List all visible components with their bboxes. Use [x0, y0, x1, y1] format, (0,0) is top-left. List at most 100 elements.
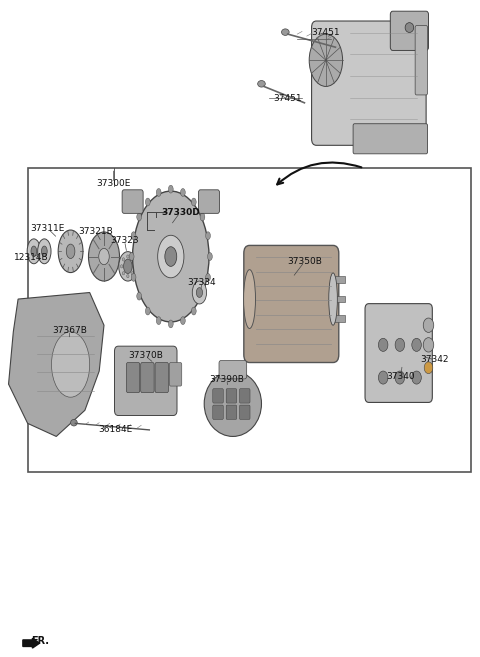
- Ellipse shape: [204, 371, 262, 436]
- Ellipse shape: [205, 273, 210, 281]
- Ellipse shape: [99, 248, 109, 265]
- Ellipse shape: [27, 239, 40, 263]
- FancyBboxPatch shape: [115, 346, 177, 415]
- Ellipse shape: [180, 189, 185, 196]
- Text: 12314B: 12314B: [13, 254, 48, 262]
- Ellipse shape: [309, 34, 343, 87]
- Text: 37370B: 37370B: [128, 351, 163, 361]
- Ellipse shape: [145, 307, 150, 315]
- FancyBboxPatch shape: [155, 363, 168, 393]
- FancyBboxPatch shape: [219, 361, 247, 379]
- Text: 37350B: 37350B: [287, 258, 322, 266]
- Ellipse shape: [137, 292, 142, 300]
- Ellipse shape: [165, 247, 177, 266]
- Ellipse shape: [423, 338, 434, 352]
- Text: 37300E: 37300E: [96, 179, 131, 188]
- FancyBboxPatch shape: [353, 124, 428, 154]
- Ellipse shape: [156, 317, 161, 325]
- Ellipse shape: [329, 273, 337, 325]
- Text: 37390B: 37390B: [209, 375, 244, 384]
- Ellipse shape: [119, 252, 137, 281]
- Text: 36184E: 36184E: [98, 425, 132, 434]
- Ellipse shape: [132, 191, 209, 322]
- Ellipse shape: [395, 338, 405, 351]
- FancyBboxPatch shape: [415, 26, 428, 95]
- Ellipse shape: [168, 320, 173, 328]
- FancyBboxPatch shape: [213, 405, 223, 419]
- Ellipse shape: [156, 189, 161, 196]
- FancyBboxPatch shape: [312, 21, 426, 145]
- Ellipse shape: [192, 307, 196, 315]
- Ellipse shape: [131, 232, 136, 240]
- Ellipse shape: [123, 259, 132, 273]
- Ellipse shape: [196, 288, 203, 298]
- Ellipse shape: [207, 252, 212, 260]
- Ellipse shape: [66, 244, 75, 258]
- FancyBboxPatch shape: [332, 296, 346, 302]
- FancyBboxPatch shape: [126, 363, 140, 393]
- Ellipse shape: [88, 232, 120, 281]
- Ellipse shape: [122, 271, 125, 275]
- Ellipse shape: [205, 232, 210, 240]
- Ellipse shape: [51, 332, 90, 397]
- Ellipse shape: [192, 281, 206, 304]
- Ellipse shape: [157, 235, 184, 278]
- FancyBboxPatch shape: [332, 276, 346, 283]
- Ellipse shape: [131, 258, 133, 261]
- Text: 37340: 37340: [386, 372, 415, 381]
- Text: 37342: 37342: [420, 355, 449, 365]
- FancyBboxPatch shape: [390, 11, 429, 51]
- Ellipse shape: [127, 275, 129, 278]
- FancyArrow shape: [23, 638, 39, 648]
- Ellipse shape: [412, 338, 421, 351]
- FancyBboxPatch shape: [141, 363, 154, 393]
- FancyBboxPatch shape: [332, 315, 346, 322]
- Ellipse shape: [129, 252, 134, 260]
- Ellipse shape: [37, 239, 51, 263]
- Text: FR.: FR.: [31, 636, 49, 646]
- FancyBboxPatch shape: [213, 389, 223, 403]
- FancyBboxPatch shape: [240, 389, 250, 403]
- Ellipse shape: [412, 371, 421, 384]
- Ellipse shape: [281, 29, 289, 35]
- FancyBboxPatch shape: [226, 389, 237, 403]
- Ellipse shape: [58, 230, 83, 273]
- Ellipse shape: [200, 213, 205, 221]
- FancyBboxPatch shape: [199, 190, 219, 214]
- FancyBboxPatch shape: [240, 405, 250, 419]
- Ellipse shape: [258, 81, 265, 87]
- Ellipse shape: [180, 317, 185, 325]
- Text: 37323: 37323: [110, 237, 139, 245]
- Ellipse shape: [31, 246, 36, 256]
- Text: 37334: 37334: [188, 277, 216, 286]
- Ellipse shape: [131, 273, 136, 281]
- Ellipse shape: [378, 338, 388, 351]
- Ellipse shape: [71, 419, 77, 426]
- Ellipse shape: [423, 318, 434, 332]
- Text: 37321B: 37321B: [79, 227, 113, 236]
- Text: 37330D: 37330D: [161, 208, 200, 217]
- Ellipse shape: [127, 255, 129, 258]
- Ellipse shape: [192, 198, 196, 206]
- FancyBboxPatch shape: [244, 246, 339, 363]
- FancyBboxPatch shape: [122, 190, 143, 214]
- FancyBboxPatch shape: [169, 363, 182, 386]
- Ellipse shape: [137, 213, 142, 221]
- Ellipse shape: [145, 198, 150, 206]
- Ellipse shape: [405, 22, 414, 32]
- Ellipse shape: [168, 185, 173, 193]
- Text: 37451: 37451: [274, 95, 302, 103]
- Text: 37311E: 37311E: [31, 224, 65, 233]
- Text: 37451: 37451: [312, 28, 340, 37]
- Ellipse shape: [378, 371, 388, 384]
- Ellipse shape: [424, 362, 433, 374]
- Ellipse shape: [395, 371, 405, 384]
- Ellipse shape: [131, 271, 133, 275]
- Ellipse shape: [243, 269, 255, 328]
- FancyBboxPatch shape: [365, 304, 432, 403]
- Ellipse shape: [200, 292, 205, 300]
- Ellipse shape: [120, 265, 123, 268]
- FancyBboxPatch shape: [226, 405, 237, 419]
- Ellipse shape: [133, 265, 135, 268]
- Text: 37367B: 37367B: [52, 326, 87, 335]
